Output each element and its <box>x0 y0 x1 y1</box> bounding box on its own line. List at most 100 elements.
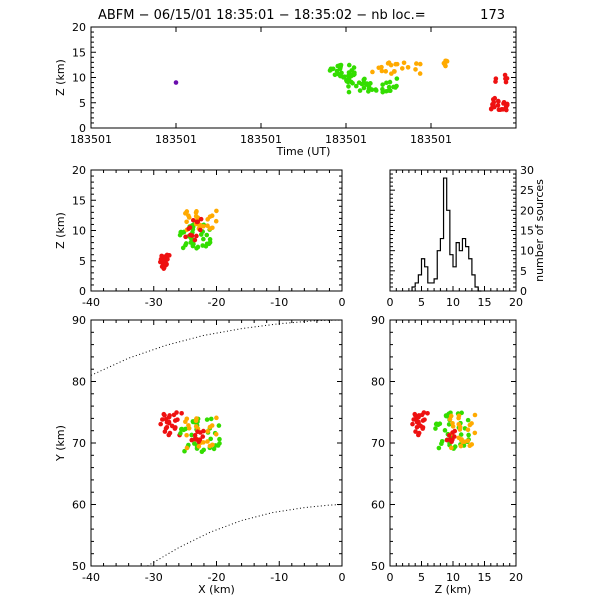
x_z-ytick-label: 20 <box>72 164 86 177</box>
time_height-source-point <box>391 68 397 74</box>
z_y-source-point <box>457 427 463 432</box>
x_z-source-point <box>184 209 190 214</box>
time_height-source-point <box>380 89 386 95</box>
x_y-source-point <box>160 417 165 422</box>
z_y-xlabel: Z (km) <box>435 583 472 596</box>
z_y-source-point <box>465 427 471 433</box>
time_height-source-point <box>387 79 393 85</box>
x_z-source-point <box>186 226 191 232</box>
x_y-source-point <box>183 426 188 432</box>
time_height-ytick-label: 15 <box>72 46 86 59</box>
time_height-source-point <box>441 60 447 66</box>
time_height-source-point <box>394 76 400 81</box>
x_z-source-point <box>191 241 196 247</box>
histogram-ytick-label: 25 <box>520 184 534 197</box>
x_z-source-point <box>194 209 199 214</box>
x_y-source-point <box>166 414 172 420</box>
x_y-xtick-label: -20 <box>208 571 226 584</box>
time_height-source-point <box>346 89 352 95</box>
x_z-xtick-label: 0 <box>339 296 346 309</box>
time_height-source-point <box>383 69 389 74</box>
z_y-source-point <box>450 437 455 442</box>
x_y-frame <box>90 319 343 567</box>
time_height-source-point <box>373 88 379 93</box>
histogram-ytick-label: 15 <box>520 225 534 238</box>
time_height-xtick-label: 183501 <box>70 133 112 146</box>
x_y-xtick-label: 0 <box>339 571 346 584</box>
x_z-source-point <box>194 245 199 251</box>
x_z-source-point <box>161 258 167 263</box>
x_z-source-point <box>198 216 204 222</box>
x_y-xlabel: X (km) <box>198 583 235 596</box>
x_z-xtick-label: -30 <box>145 296 163 309</box>
time_height-frame <box>90 26 517 129</box>
x_y-source-point <box>213 431 219 437</box>
time_height-source-point <box>347 79 353 84</box>
z_y-source-point <box>416 419 421 425</box>
x_y-panel: 50 60 70 80 90 -40 -30 -20 -10 0 X (km) Y (km) <box>54 314 346 596</box>
x_z-source-point <box>195 219 201 225</box>
x_y-source-point <box>167 430 173 436</box>
z_y-source-point <box>437 421 443 427</box>
x_y-source-point <box>193 424 199 429</box>
time_height-source-point <box>369 87 375 93</box>
time_height-source-point <box>361 85 367 91</box>
time_height-source-point <box>490 103 496 109</box>
z_y-source-point <box>467 422 473 428</box>
time_height-source-point <box>413 67 418 72</box>
x_y-source-point <box>192 436 198 442</box>
z_y-source-point <box>442 428 448 433</box>
x_y-source-point <box>211 446 217 452</box>
time_height-xtick-label: 183501 <box>410 133 452 146</box>
z_y-source-point <box>446 433 452 438</box>
x_y-source-point <box>208 436 214 442</box>
x_z-source-point <box>204 232 210 238</box>
x_y-ylabel: Y (km) <box>54 425 67 462</box>
x_y-source-point <box>216 423 222 428</box>
x_y-xtick-label: -10 <box>270 571 288 584</box>
z_y-source-point <box>458 443 464 449</box>
x_y-source-point <box>182 448 187 454</box>
time_height-source-point <box>346 62 352 68</box>
z_y-source-point <box>472 430 478 436</box>
x_z-source-point <box>187 232 193 238</box>
x_z-source-point <box>205 217 210 222</box>
histogram-ytick-label: 10 <box>520 245 534 258</box>
z_y-source-point <box>444 437 450 443</box>
z_y-source-point <box>443 413 449 419</box>
x_y-source-point <box>171 412 177 418</box>
z_y-ytick-label: 50 <box>371 560 385 573</box>
figure-title: ABFM − 06/15/01 18:35:01 − 18:35:02 − nb… <box>98 8 426 23</box>
x_y-source-point <box>179 410 184 416</box>
z_y-source-point <box>456 413 462 419</box>
time_height-source-point <box>401 60 407 66</box>
z_y-xtick-label: 20 <box>509 571 523 584</box>
x_z-source-point <box>210 225 215 231</box>
x_y-source-point <box>163 426 169 431</box>
z_y-xtick-label: 5 <box>418 571 425 584</box>
x_z-ytick-label: 0 <box>79 285 86 298</box>
histogram-ylabel: number of sources <box>533 179 546 282</box>
time_height-source-point <box>368 81 373 86</box>
z_y-source-point <box>425 410 430 416</box>
x_y-ytick-label: 60 <box>72 499 86 512</box>
histogram-ytick-label: 20 <box>520 204 534 217</box>
x_y-source-point <box>197 437 203 442</box>
time_height-source-point <box>356 80 362 85</box>
time_height-source-point <box>370 69 375 75</box>
x_y-source-point <box>192 441 197 446</box>
x_y-source-point <box>205 439 210 444</box>
x_y-source-point <box>189 432 194 438</box>
x_y-source-point <box>217 441 222 446</box>
histogram-xtick-label: 10 <box>446 296 460 309</box>
x_z-xtick-label: -20 <box>208 296 226 309</box>
x_z-source-point <box>203 243 209 249</box>
x_z-ytick-label: 10 <box>72 225 86 238</box>
histogram-frame <box>389 169 517 292</box>
time_height-source-point <box>362 76 367 82</box>
time_height-source-point <box>379 68 385 74</box>
z_y-ytick-label: 80 <box>371 376 385 389</box>
z_y-source-point <box>449 445 454 451</box>
